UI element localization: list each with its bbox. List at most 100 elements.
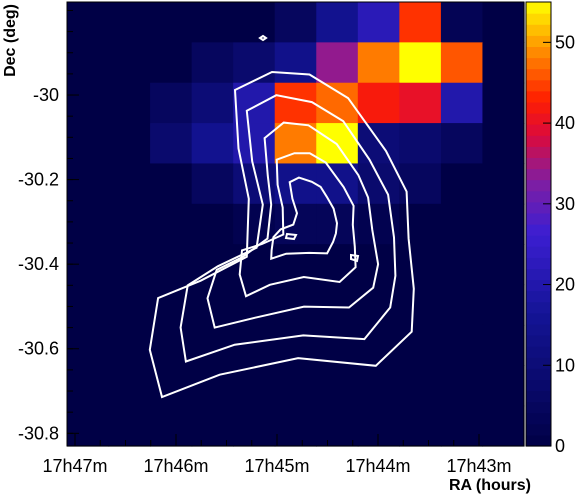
colorbar-swatch	[526, 390, 551, 403]
heatmap-cell	[233, 405, 276, 447]
heatmap-cell	[233, 284, 276, 326]
heatmap-cell	[482, 163, 525, 205]
heatmap-cell	[191, 123, 234, 165]
heatmap-cell	[274, 42, 317, 84]
heatmap-cell	[67, 203, 110, 245]
colorbar-swatch	[526, 57, 551, 70]
heatmap-cell	[150, 42, 193, 84]
colorbar-swatch	[526, 13, 551, 25]
heatmap-cell	[482, 284, 525, 326]
heatmap-cell	[233, 42, 276, 84]
heatmap-cell	[482, 365, 525, 407]
heatmap-cell	[108, 203, 151, 245]
colorbar: 0 10 20 30 40 50	[525, 1, 575, 456]
heatmap-cell	[108, 244, 151, 286]
heatmap-cell	[440, 123, 484, 165]
heatmap-cell	[316, 163, 359, 205]
heatmap-cell	[274, 163, 317, 205]
heatmap-cell	[399, 163, 442, 205]
heatmap-cell	[67, 163, 110, 205]
colorbar-swatch	[526, 257, 551, 269]
y-tick-label: -30.6	[18, 339, 59, 359]
colorbar-swatch	[526, 301, 551, 314]
colorbar-swatch	[526, 146, 551, 158]
heatmap-cell	[67, 82, 110, 124]
heatmap-cell	[399, 82, 442, 124]
colorbar-swatch	[526, 412, 551, 425]
heatmap-cell	[150, 203, 193, 245]
heatmap-cell	[357, 405, 400, 447]
heatmap-cell	[440, 324, 484, 366]
heatmap-cell	[108, 324, 151, 366]
heatmap-cell	[108, 2, 151, 43]
colorbar-swatch	[526, 135, 551, 147]
heatmap-cell	[357, 324, 400, 366]
y-tick-label: -30	[33, 85, 59, 105]
heatmap-cell	[67, 324, 110, 366]
heatmap-cell	[482, 42, 525, 84]
heatmap-cell	[191, 405, 234, 447]
heatmap-cell	[440, 82, 484, 124]
colorbar-swatch	[526, 434, 551, 447]
colorbar-swatch	[526, 179, 551, 192]
contour-line	[284, 232, 298, 241]
colorbar-swatch	[526, 312, 551, 325]
heatmap-cell	[440, 244, 484, 286]
heatmap-cell	[357, 123, 400, 165]
colorbar-tick-label: 20	[555, 275, 575, 295]
colorbar-swatch	[526, 323, 551, 336]
heatmap-cell	[233, 324, 276, 366]
colorbar-swatch	[526, 401, 551, 414]
heatmap-cell	[399, 42, 442, 84]
heatmap-cell	[67, 123, 110, 165]
heatmap-cell	[108, 82, 151, 124]
heatmap-cell	[440, 284, 484, 326]
heatmap-cell	[191, 365, 234, 407]
x-tick-label: 17h47m	[42, 456, 107, 476]
heatmap-cell	[482, 203, 525, 245]
contour-line	[238, 152, 357, 298]
heatmap-cell	[316, 365, 359, 407]
heatmap-cell	[482, 123, 525, 165]
colorbar-swatch	[526, 79, 551, 92]
colorbar-swatch	[526, 35, 551, 47]
heatmap-cell	[316, 244, 359, 286]
colorbar-tick-label: 40	[555, 113, 575, 133]
colorbar-border	[525, 1, 552, 447]
heatmap-cell	[233, 365, 276, 407]
x-axis: 17h47m 17h46m 17h45m 17h44m 17h43m	[42, 434, 512, 476]
heatmap-cell	[274, 82, 317, 124]
heatmap-cell	[316, 42, 359, 84]
x-tick-label: 17h45m	[244, 456, 309, 476]
colorbar-tick-label: 10	[555, 355, 575, 375]
heatmap-cell	[482, 82, 525, 124]
colorbar-swatch	[526, 90, 551, 103]
heatmap-cell	[108, 365, 151, 407]
heatmap-cell	[399, 123, 442, 165]
heatmap-cell	[67, 2, 110, 43]
colorbar-swatch	[526, 379, 551, 392]
heatmap-cell	[274, 284, 317, 326]
heatmap-cell	[440, 405, 484, 447]
heatmap-cell	[440, 2, 484, 43]
y-axis: -30 -30.2 -30.4 -30.6 -30.8	[18, 9, 79, 443]
heatmap-cell	[67, 284, 110, 326]
contour-line	[206, 121, 380, 329]
heatmap-cell	[67, 365, 110, 407]
y-tick-label: -30.8	[18, 423, 59, 443]
heatmap-cell	[274, 2, 317, 43]
y-axis-title: Dec (deg)	[2, 4, 19, 77]
colorbar-swatch	[526, 368, 551, 380]
heatmap-cell	[440, 203, 484, 245]
heatmap-cell	[191, 82, 234, 124]
heatmap-cell	[150, 2, 193, 43]
colorbar-swatch	[526, 68, 551, 81]
heatmap-cell	[108, 42, 151, 84]
colorbar-swatch	[526, 423, 551, 436]
contour-line	[350, 253, 360, 263]
plot-frame	[66, 1, 525, 447]
colorbar-swatch	[526, 335, 551, 347]
heatmap-cell	[191, 2, 234, 43]
heatmap-cell	[357, 82, 400, 124]
